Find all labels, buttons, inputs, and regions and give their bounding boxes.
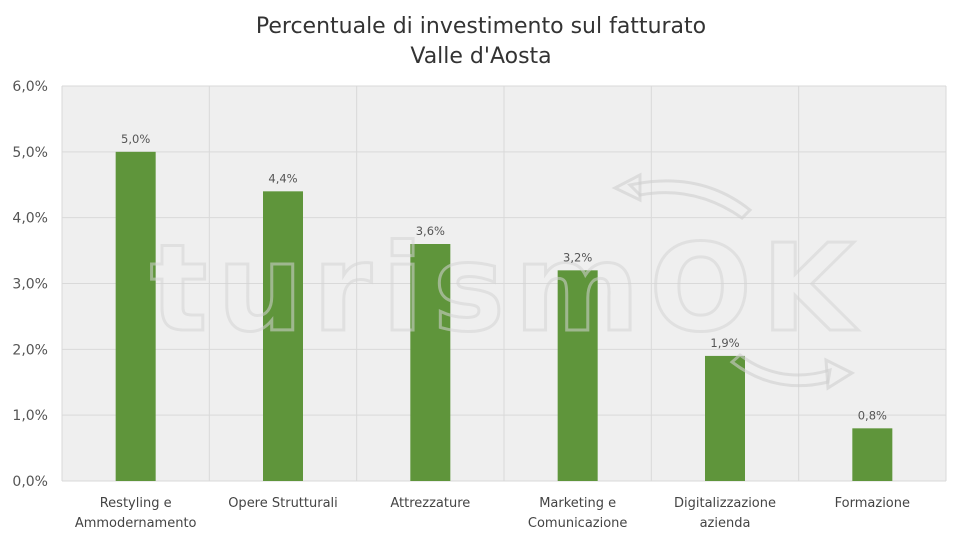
data-label: 5,0% <box>121 132 150 146</box>
watermark-text: turismOK <box>150 220 865 359</box>
x-tick-label: Formazione <box>835 496 910 511</box>
x-tick-label: Opere Strutturali <box>228 496 338 511</box>
x-tick-label: azienda <box>700 516 751 531</box>
data-label: 3,2% <box>563 250 592 264</box>
x-tick-label: Ammodernamento <box>75 516 197 531</box>
x-tick-label: Comunicazione <box>528 516 628 531</box>
data-label: 1,9% <box>710 336 739 350</box>
bar <box>410 244 451 481</box>
data-label: 0,8% <box>858 408 887 422</box>
y-tick-label: 6,0% <box>12 79 48 95</box>
y-tick-label: 2,0% <box>12 342 48 358</box>
x-tick-label: Restyling e <box>100 496 172 511</box>
y-tick-label: 4,0% <box>12 211 48 227</box>
watermark-arrow-head-top-icon <box>611 172 642 203</box>
bar <box>263 191 303 482</box>
data-label: 4,4% <box>268 171 297 185</box>
y-tick-label: 1,0% <box>12 408 48 424</box>
y-tick-label: 0,0% <box>12 474 48 490</box>
bar <box>115 151 156 482</box>
watermark-arrow-head-bottom-icon <box>824 357 856 391</box>
x-tick-label: Digitalizzazione <box>674 496 776 511</box>
x-tick-label: Marketing e <box>539 496 616 511</box>
bar <box>705 355 745 481</box>
watermark-arrow-top-icon <box>626 179 753 220</box>
watermark-logo: turismOK <box>149 172 865 391</box>
bar <box>557 270 598 481</box>
chart-title-line-1: Percentuale di investimento sul fatturat… <box>256 14 706 39</box>
y-tick-label: 5,0% <box>12 145 48 161</box>
bar <box>852 428 893 481</box>
x-tick-label: Attrezzature <box>390 496 470 511</box>
y-tick-label: 3,0% <box>12 277 48 293</box>
chart-labels: Percentuale di investimento sul fatturat… <box>12 14 910 531</box>
chart-title-line-2: Valle d'Aosta <box>410 44 551 69</box>
data-label: 3,6% <box>416 224 445 238</box>
plot-area <box>61 85 947 482</box>
